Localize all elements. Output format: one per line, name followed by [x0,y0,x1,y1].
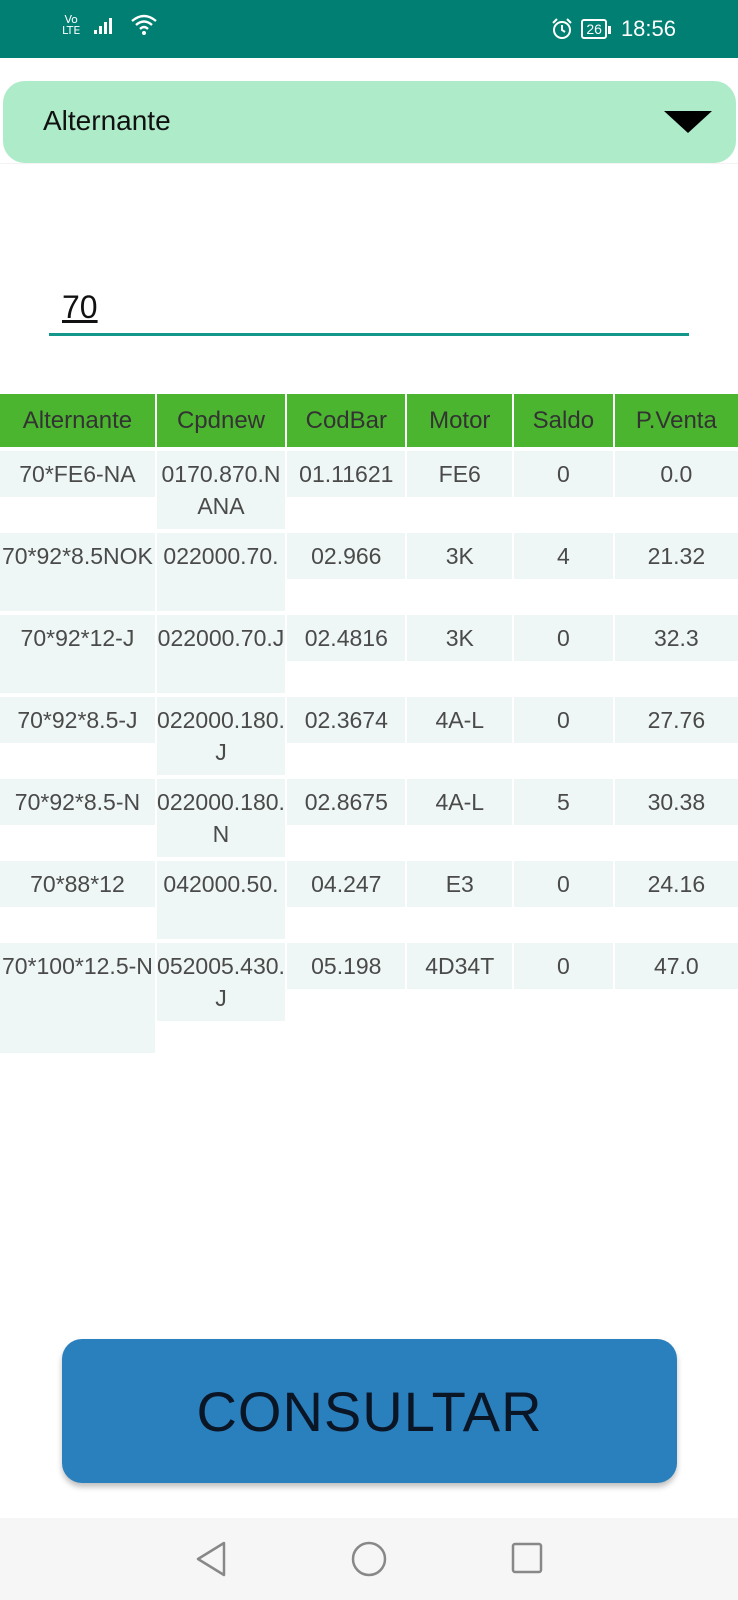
header-saldo: Saldo [514,394,613,447]
cell-motor: 3K [407,533,513,579]
signal-icon [94,18,113,34]
cell-cpdnew: 022000.180.N [156,779,286,857]
table-row[interactable]: 70*88*12 042000.50. 04.247 E3 0 24.16 [0,861,738,939]
spinner-selected-value: Alternante [43,105,171,136]
cell-cpdnew: 022000.70. [156,533,286,611]
cell-codbar: 04.247 [287,861,406,907]
cell-codbar: 01.11621 [287,451,406,497]
volte-indicator: Vo LTE [62,14,80,36]
cell-saldo: 0 [514,697,613,743]
table-row[interactable]: 70*92*8.5NOK 022000.70. 02.966 3K 4 21.3… [0,533,738,611]
cell-pventa: 32.3 [614,615,738,661]
cell-saldo: 5 [514,779,613,825]
cell-motor: E3 [407,861,513,907]
cell-alternante: 70*FE6-NA [0,451,155,497]
cell-alternante: 70*92*8.5-J [0,697,155,743]
results-table: Alternante Cpdnew CodBar Motor Saldo P.V… [0,394,738,1053]
cell-pventa: 30.38 [614,779,738,825]
cell-alternante: 70*92*8.5-N [0,779,155,825]
navigation-bar [0,1518,738,1600]
category-spinner[interactable]: Alternante [3,81,736,163]
volte-top: Vo [64,13,78,26]
cell-alternante: 70*92*8.5NOK [0,533,155,611]
cell-cpdnew: 022000.180.J [156,697,286,775]
back-icon[interactable] [194,1540,228,1578]
consultar-button[interactable]: CONSULTAR [62,1339,677,1483]
cell-cpdnew: 052005.430.J [156,943,286,1021]
clock: 18:56 [620,16,676,41]
volte-bottom: LTE [62,24,81,37]
cell-pventa: 27.76 [614,697,738,743]
cell-cpdnew: 042000.50. [156,861,286,939]
cell-pventa: 24.16 [614,861,738,907]
dropdown-arrow-icon [664,111,712,133]
battery-level: 26 [586,21,602,37]
cell-pventa: 47.0 [614,943,738,989]
battery-icon: 26 [581,19,611,39]
header-motor: Motor [407,394,513,447]
table-header-row: Alternante Cpdnew CodBar Motor Saldo P.V… [0,394,738,447]
alarm-icon [552,18,573,39]
cell-cpdnew: 0170.870.NANA [156,451,286,529]
header-cpdnew: Cpdnew [156,394,286,447]
table-row[interactable]: 70*FE6-NA 0170.870.NANA 01.11621 FE6 0 0… [0,451,738,529]
cell-motor: 3K [407,615,513,661]
search-field [49,285,689,336]
cell-motor: FE6 [407,451,513,497]
recents-icon[interactable] [510,1541,544,1575]
cell-saldo: 0 [514,861,613,907]
table-row[interactable]: 70*92*8.5-N 022000.180.N 02.8675 4A-L 5 … [0,779,738,857]
header-alternante: Alternante [0,394,155,447]
cell-saldo: 4 [514,533,613,579]
cell-codbar: 02.4816 [287,615,406,661]
cell-motor: 4D34T [407,943,513,989]
cell-codbar: 05.198 [287,943,406,989]
wifi-icon [131,14,158,35]
header-codbar: CodBar [287,394,406,447]
header-pventa: P.Venta [614,394,738,447]
cell-saldo: 0 [514,615,613,661]
cell-pventa: 21.32 [614,533,738,579]
status-bar: Vo LTE 26 18:56 [0,0,738,58]
status-right: 26 18:56 [551,16,676,42]
table-row[interactable]: 70*100*12.5-N 052005.430.J 05.198 4D34T … [0,943,738,1053]
cell-saldo: 0 [514,451,613,497]
table-row[interactable]: 70*92*8.5-J 022000.180.J 02.3674 4A-L 0 … [0,697,738,775]
home-icon[interactable] [350,1540,388,1578]
cell-saldo: 0 [514,943,613,989]
cell-motor: 4A-L [407,779,513,825]
input-underline [49,333,689,336]
cell-alternante: 70*92*12-J [0,615,155,693]
cell-cpdnew: 022000.70.J [156,615,286,693]
table-row[interactable]: 70*92*12-J 022000.70.J 02.4816 3K 0 32.3 [0,615,738,693]
spinner-divider [0,163,738,164]
cell-alternante: 70*100*12.5-N [0,943,155,1053]
cell-alternante: 70*88*12 [0,861,155,907]
search-input[interactable] [49,285,689,329]
cell-codbar: 02.966 [287,533,406,579]
status-left: Vo LTE [62,14,158,36]
cell-codbar: 02.3674 [287,697,406,743]
cell-motor: 4A-L [407,697,513,743]
cell-codbar: 02.8675 [287,779,406,825]
cell-pventa: 0.0 [614,451,738,497]
